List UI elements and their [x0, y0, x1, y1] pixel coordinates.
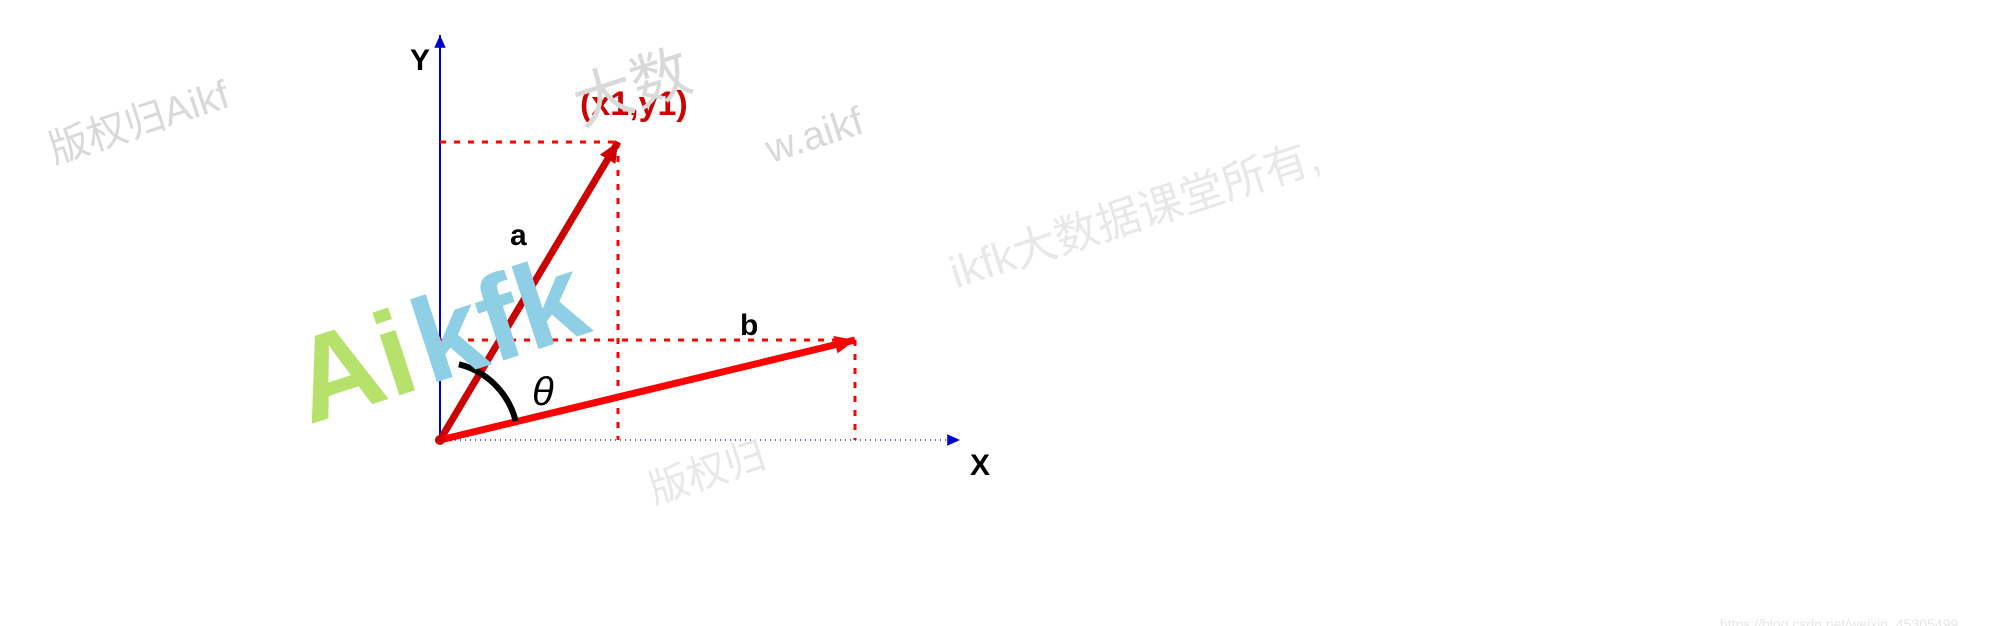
vector-label-a: a — [510, 219, 527, 252]
angle-label: θ — [532, 370, 554, 414]
vector-label-b: b — [740, 309, 758, 342]
axis-label-x: X — [970, 449, 990, 482]
arrow-head — [434, 35, 445, 48]
point-label: (x1,y1) — [580, 85, 688, 123]
arrow-head — [947, 434, 960, 445]
origin-point — [435, 435, 445, 445]
axis-label-y: Y — [410, 44, 430, 77]
vector-angle-diagram: YXabθ(x1,y1) 版权归Aikf大数w.aikfAikfk版权归ikfk… — [0, 0, 2004, 626]
diagram-svg: Y Xa b θ (x1,y1) — [0, 0, 2004, 626]
